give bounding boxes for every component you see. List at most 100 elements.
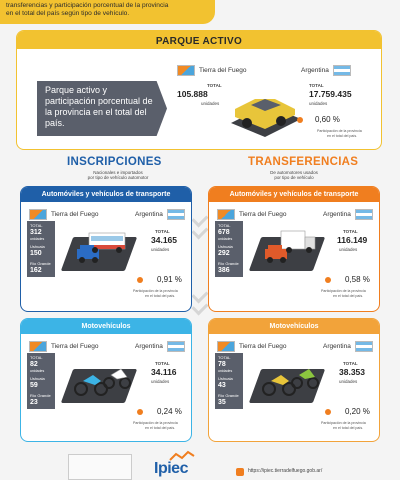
ins-motos-ushuaia: 59 (30, 382, 38, 389)
tr-motos-rio-grande-label: Río Grande (218, 393, 239, 398)
transferencias-autos-card: Automóviles y vehículos de transporte Ti… (208, 186, 380, 312)
pa-arg-total-label: TOTAL (309, 83, 324, 88)
ins-autos-tdf-total: 312 (30, 229, 42, 236)
ins-motos-arg-unidades: unidades (151, 379, 170, 384)
tr-motos-rio-grande: 35 (218, 399, 226, 406)
ins-motos-arg-total: 34.116 (151, 367, 177, 377)
pa-tdf-label: Tierra del Fuego (199, 67, 247, 74)
chevron-decoration (191, 222, 209, 240)
tr-autos-rio-grande-label: Río Grande (218, 261, 239, 266)
transferencias-subtitle-1: De automotores usados (270, 170, 318, 175)
tr-motos-arg-total-label: TOTAL (343, 361, 358, 366)
ins-motos-pct-note-1: Participación de la provincia (133, 421, 178, 425)
inscripciones-subtitle-2: por tipo de vehículo automotor (87, 175, 149, 180)
tr-autos-arg-total: 116.149 (337, 235, 368, 245)
tr-motos-pct-dot (325, 409, 331, 415)
inscripciones-autos-header: Automóviles y vehículos de transporte (21, 187, 191, 202)
inscripciones-autos-card: Automóviles y vehículos de transporte Ti… (20, 186, 192, 312)
argentina-flag-icon (167, 341, 185, 352)
tr-motos-unidades: unidades (218, 369, 233, 373)
ins-motos-rio-grande-label: Río Grande (30, 393, 51, 398)
tr-motos-pct-note-1: Participación de la provincia (321, 421, 366, 425)
ins-autos-pct: 0,91 % (157, 275, 182, 284)
tr-motos-tdf-panel: TOTAL 78 unidades Ushuaia 43 Río Grande … (215, 353, 243, 409)
tr-autos-pct-note-2: en el total del país. (333, 294, 364, 298)
tr-autos-ushuaia: 292 (218, 250, 230, 257)
ins-autos-pct-note-1: Participación de la provincia (133, 289, 178, 293)
argentina-flag-icon (355, 341, 373, 352)
ins-motos-arg-label: Argentina (135, 343, 163, 350)
parque-activo-description: Parque activo y participación porcentual… (37, 81, 167, 136)
ins-autos-arg-label: Argentina (135, 211, 163, 218)
tr-autos-tdf-label: Tierra del Fuego (239, 211, 287, 218)
inscripciones-subtitle-1: Nacionales e importados (93, 170, 143, 175)
ins-autos-arg-total-label: TOTAL (155, 229, 170, 234)
tdf-flag-icon (217, 341, 235, 352)
tr-autos-unidades: unidades (218, 237, 233, 241)
pa-arg-unidades: unidades (309, 101, 328, 106)
tr-autos-arg-total-label: TOTAL (343, 229, 358, 234)
pa-pct: 0,60 % (315, 115, 340, 124)
pa-pct-dot (297, 117, 303, 123)
ins-autos-unidades: unidades (30, 237, 45, 241)
ins-autos-tdf-panel: TOTAL 312 unidades Ushuaia 150 Río Grand… (27, 221, 55, 277)
pa-arg-label: Argentina (301, 67, 329, 74)
tr-autos-arg-label: Argentina (323, 211, 351, 218)
ins-motos-tdf-label: Tierra del Fuego (51, 343, 99, 350)
transferencias-motos-header: Motovehículos (209, 319, 379, 334)
tr-motos-arg-unidades: unidades (339, 379, 358, 384)
banner-line-1: transferencias y participación porcentua… (6, 2, 169, 9)
tr-motos-tdf-label: Tierra del Fuego (239, 343, 287, 350)
top-banner: transferencias y participación porcentua… (0, 0, 215, 24)
ins-autos-arg-total: 34.165 (151, 235, 177, 245)
ins-motos-total-label: TOTAL (30, 355, 43, 360)
tr-autos-arg-unidades: unidades (339, 247, 358, 252)
tr-motos-pct: 0,20 % (345, 407, 370, 416)
ins-autos-tdf-label: Tierra del Fuego (51, 211, 99, 218)
ins-motos-pct-note-2: en el total del país. (145, 426, 176, 430)
ipiec-logo-text: Ipiec (154, 460, 188, 477)
tr-autos-tdf-total: 678 (218, 229, 230, 236)
yellow-car-icon (231, 99, 301, 137)
pa-tdf-total: 105.888 (177, 89, 208, 99)
ins-motos-unidades: unidades (30, 369, 45, 373)
inscripciones-motos-card: Motovehículos Tierra del Fuego Argentina… (20, 318, 192, 442)
tr-autos-total-label: TOTAL (218, 223, 231, 228)
pa-tdf-total-label: TOTAL (207, 83, 222, 88)
ins-autos-arg-unidades: unidades (151, 247, 170, 252)
globe-icon (236, 468, 244, 476)
tr-autos-tdf-panel: TOTAL 678 unidades Ushuaia 292 Río Grand… (215, 221, 243, 277)
ins-motos-tdf-panel: TOTAL 82 unidades Ushuaia 59 Río Grande … (27, 353, 55, 409)
tdf-flag-icon (177, 65, 195, 76)
transferencias-motos-card: Motovehículos Tierra del Fuego Argentina… (208, 318, 380, 442)
footer-url[interactable]: https://ipiec.tierradelfuego.gob.ar/ (248, 468, 323, 474)
argentina-flag-icon (333, 65, 351, 76)
ins-autos-pct-dot (137, 277, 143, 283)
tr-motos-ushuaia-label: Ushuaia (218, 376, 233, 381)
ins-autos-ushuaia-label: Ushuaia (30, 244, 45, 249)
tr-motos-tdf-total: 78 (218, 361, 226, 368)
institution-logo (68, 454, 132, 480)
ins-motos-pct: 0,24 % (157, 407, 182, 416)
argentina-flag-icon (167, 209, 185, 220)
ipiec-logo-icon (169, 450, 195, 461)
tr-autos-rio-grande: 386 (218, 267, 230, 274)
tr-autos-pct: 0,58 % (345, 275, 370, 284)
banner-line-2: en el total del país según tipo de vehíc… (6, 10, 130, 17)
ins-motos-pct-dot (137, 409, 143, 415)
ins-motos-rio-grande: 23 (30, 399, 38, 406)
inscripciones-title: INSCRIPCIONES (67, 156, 162, 168)
tr-autos-pct-dot (325, 277, 331, 283)
tdf-flag-icon (29, 341, 47, 352)
tdf-flag-icon (217, 209, 235, 220)
tdf-flag-icon (29, 209, 47, 220)
motorcycles-icon (262, 369, 319, 396)
tr-motos-ushuaia: 43 (218, 382, 226, 389)
argentina-flag-icon (355, 209, 373, 220)
ins-autos-total-label: TOTAL (30, 223, 43, 228)
pa-pct-note-1: Participación de la provincia (317, 129, 362, 133)
transferencias-title: TRANSFERENCIAS (248, 156, 359, 168)
tr-motos-arg-total: 38.353 (339, 367, 365, 377)
tr-autos-ushuaia-label: Ushuaia (218, 244, 233, 249)
motorcycles-icon (74, 368, 131, 396)
